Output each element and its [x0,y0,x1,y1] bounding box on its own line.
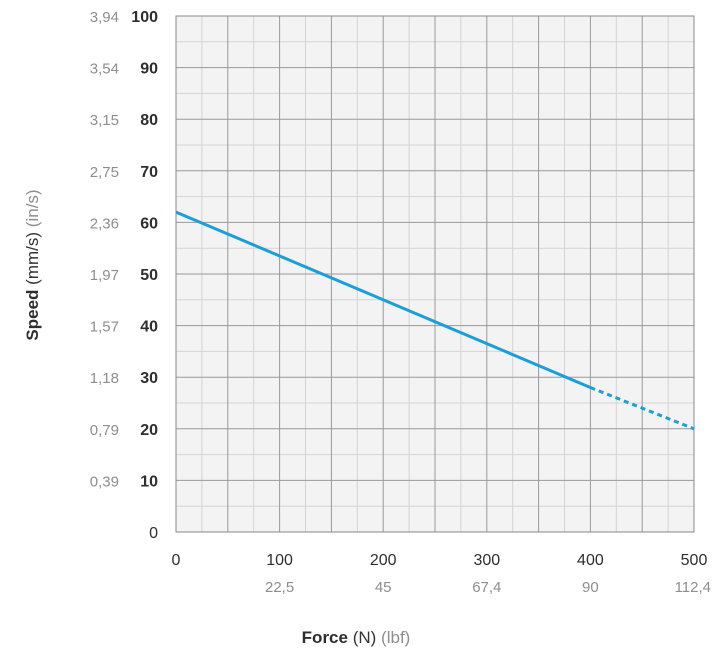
y-axis-title: Speed (mm/s) (in/s) [23,170,43,360]
y-tick-label: 30 [140,370,158,387]
y-tick-label: 80 [140,112,158,129]
x-axis-unit-primary: (N) [352,628,377,647]
y-axis-unit-primary: (mm/s) [23,231,42,285]
y-secondary-tick-label: 2,75 [90,164,119,181]
x-axis-label: Force [301,628,348,647]
x-secondary-tick-label: 45 [375,579,392,596]
y-tick-label: 70 [140,164,158,181]
speed-line-dotted [589,386,695,431]
plot-frame [175,15,695,533]
y-tick-label: 90 [140,61,158,78]
x-secondary-tick-label: 112,4 [675,579,711,596]
x-tick-label: 500 [681,552,708,569]
y-tick-label: 100 [131,9,158,26]
y-tick-label: 20 [140,422,158,439]
y-secondary-tick-label: 3,54 [90,61,119,78]
x-secondary-tick-label: 22,5 [265,579,294,596]
y-tick-label: 40 [140,319,158,336]
x-tick-label: 200 [370,552,397,569]
x-tick-label: 400 [577,552,604,569]
x-secondary-tick-label: 67,4 [472,579,501,596]
y-secondary-tick-label: 3,94 [90,9,119,26]
x-tick-label: 0 [172,552,181,569]
x-axis-title: Force (N) (lbf) [0,628,712,648]
y-tick-label: 50 [140,267,158,284]
x-secondary-tick-label: 90 [582,579,599,596]
x-tick-label: 100 [266,552,293,569]
y-tick-label: 60 [140,215,158,232]
y-secondary-tick-label: 3,15 [90,112,119,129]
y-secondary-tick-label: 0,79 [90,422,119,439]
y-secondary-tick-label: 1,97 [90,267,119,284]
x-tick-label: 300 [473,552,500,569]
y-secondary-tick-label: 2,36 [90,215,119,232]
y-secondary-tick-label: 1,57 [90,319,119,336]
y-secondary-tick-label: 1,18 [90,370,119,387]
y-tick-label: 0 [149,525,158,542]
y-axis-label: Speed [23,289,42,341]
y-tick-label: 10 [140,473,158,490]
speed-line-solid [175,210,591,389]
x-axis-unit-secondary: (lbf) [381,628,411,647]
y-secondary-tick-label: 0,39 [90,473,119,490]
y-axis-unit-secondary: (in/s) [23,189,42,228]
